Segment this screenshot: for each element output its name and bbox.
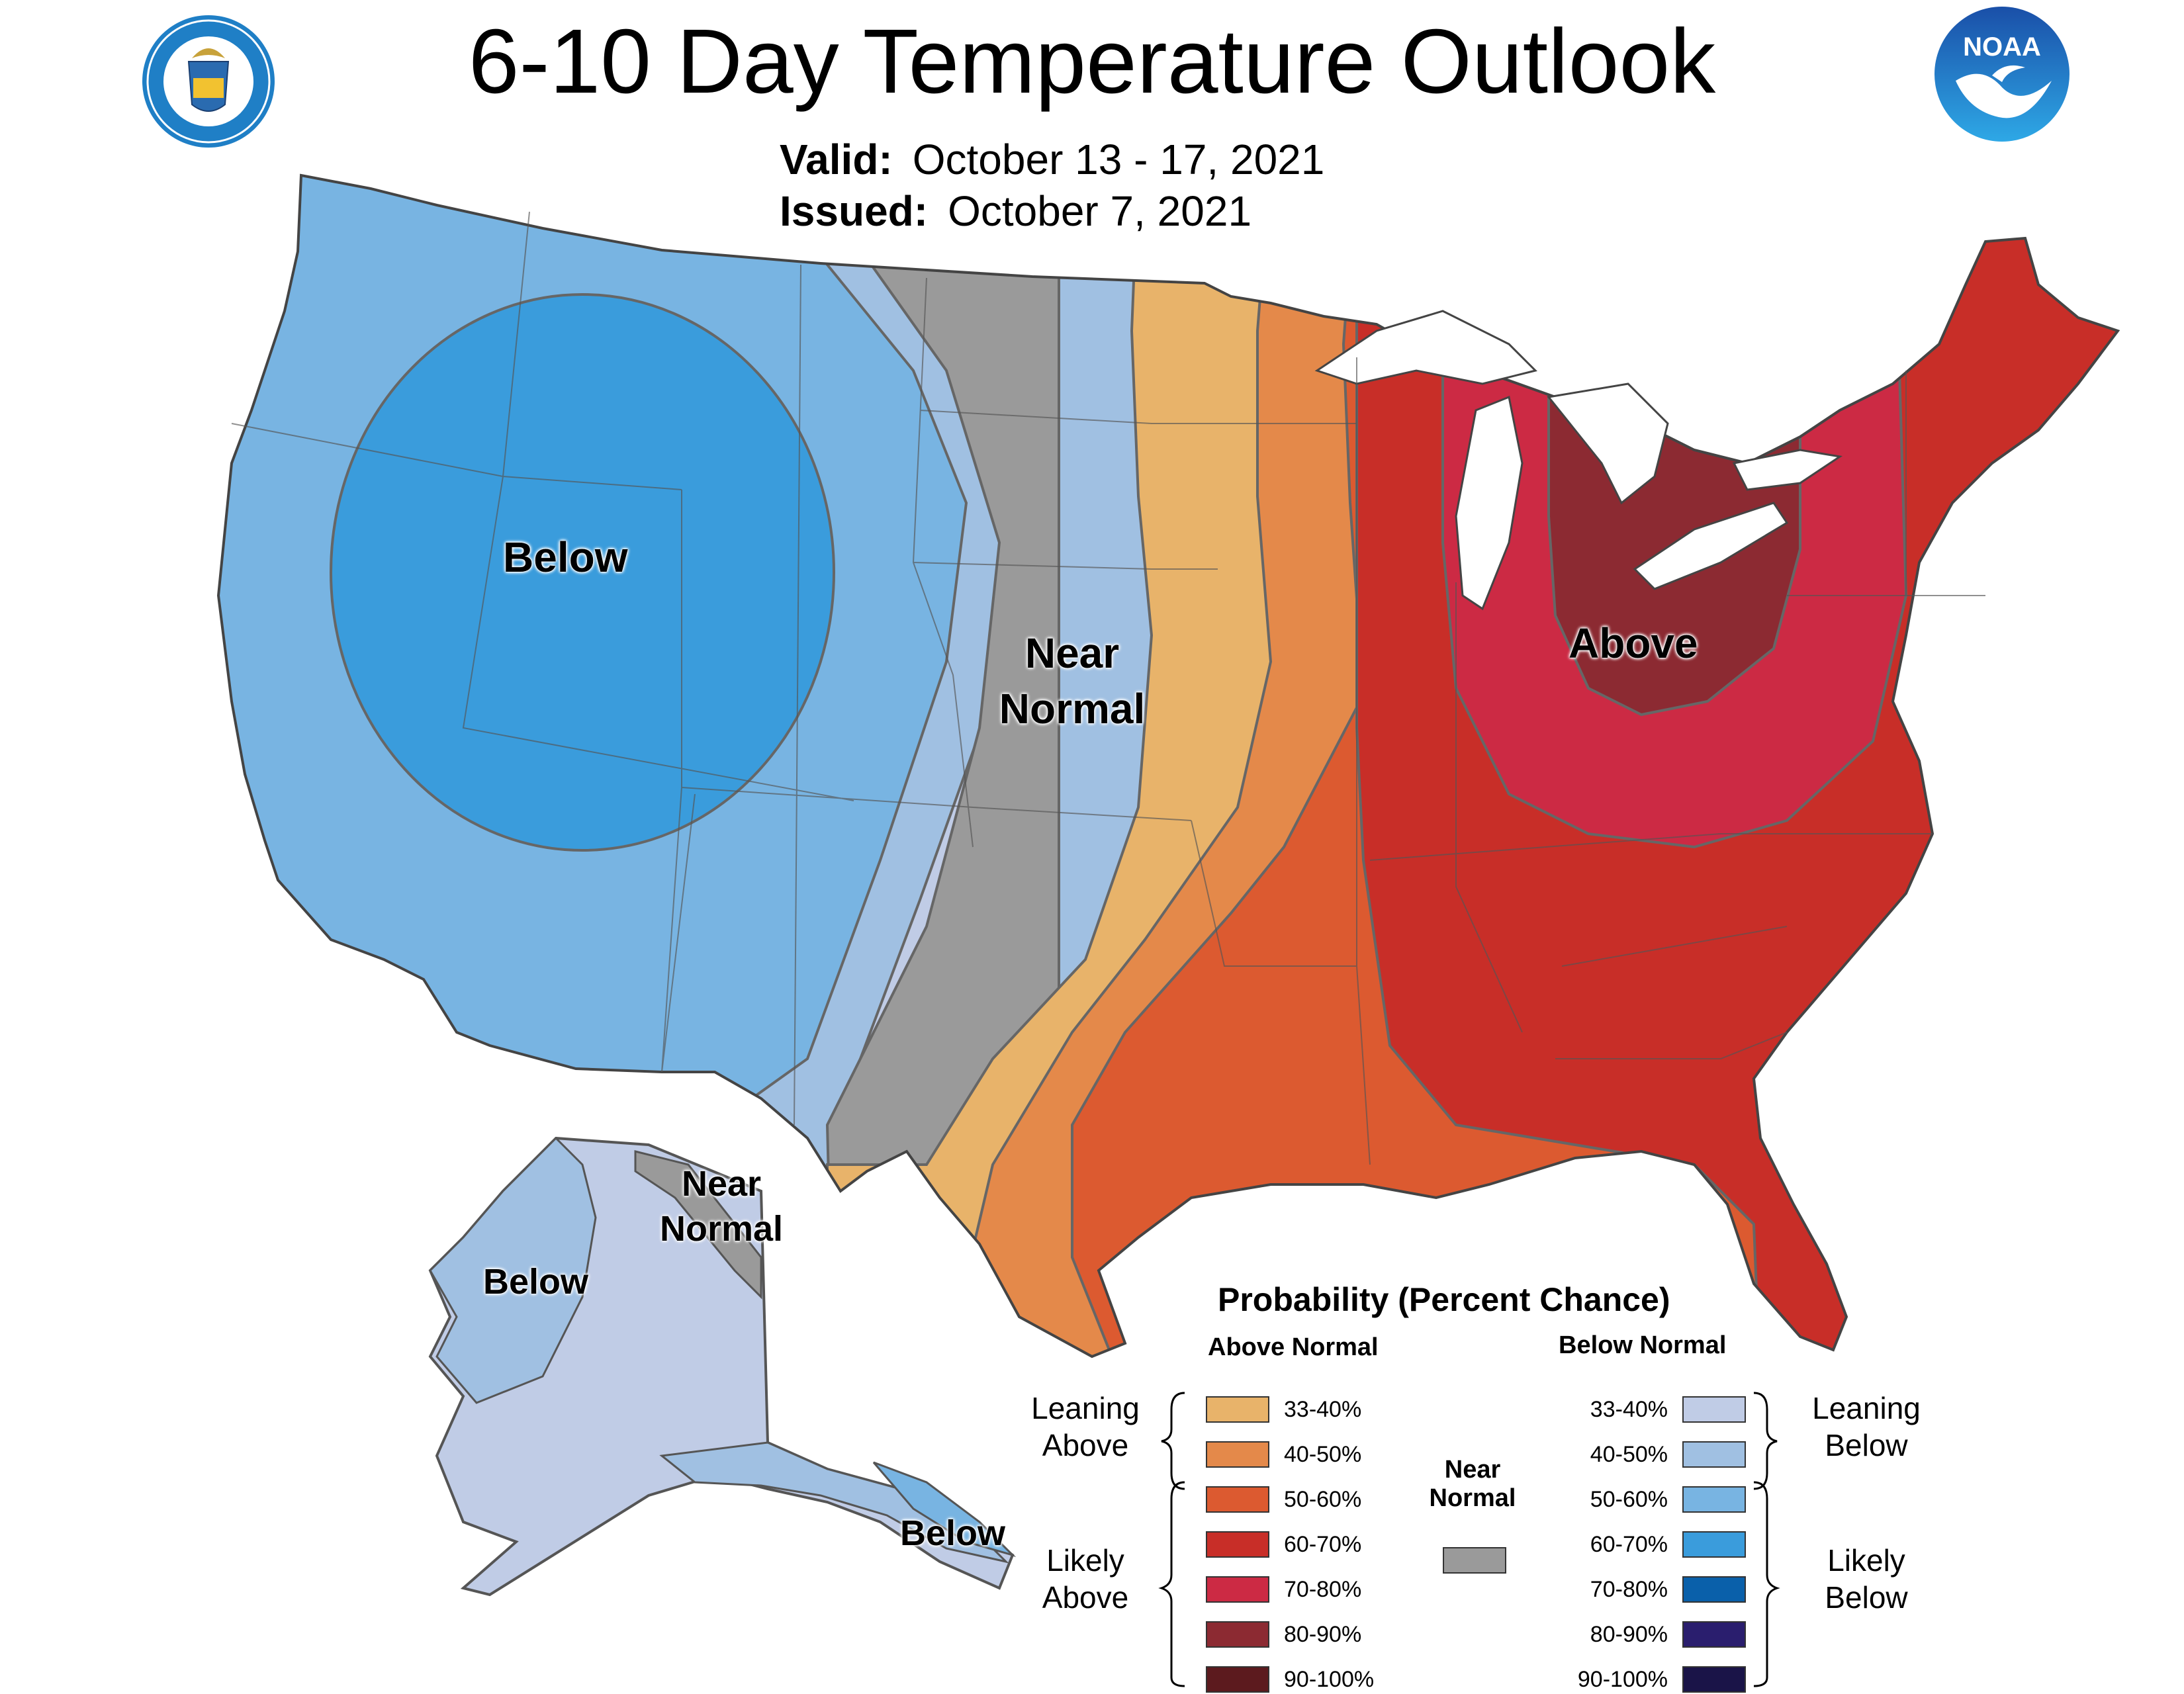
map-label-below-west: Below: [503, 533, 628, 581]
map-label-below-alaska-south: Below: [900, 1513, 1006, 1553]
legend-below-row: 80-90%: [1555, 1620, 1746, 1649]
legend-near-line1: Near: [1444, 1456, 1501, 1484]
legend-above-swatch: [1206, 1576, 1269, 1603]
page-title: 6-10 Day Temperature Outlook: [468, 11, 1716, 112]
legend-above-range: 70-80%: [1284, 1576, 1362, 1602]
legend-below-swatch: [1682, 1396, 1746, 1423]
map-label-near-normal-alaska: Near Normal: [635, 1161, 807, 1251]
valid-dates: Valid: October 13 - 17, 2021: [780, 136, 1324, 183]
leaning-above-line1: Leaning: [1031, 1391, 1140, 1425]
legend-below-swatch: [1682, 1531, 1746, 1558]
legend-above-row: 50-60%: [1206, 1485, 1361, 1514]
legend-above-row: 33-40%: [1206, 1395, 1361, 1424]
legend-near-normal-label: Near Normal: [1423, 1456, 1522, 1513]
legend-above-swatch: [1206, 1441, 1269, 1468]
legend-above-swatch: [1206, 1486, 1269, 1513]
legend-below-range: 50-60%: [1590, 1486, 1668, 1512]
legend-above-row: 40-50%: [1206, 1440, 1361, 1469]
legend-below-swatch: [1682, 1621, 1746, 1648]
legend-above-row: 70-80%: [1206, 1575, 1361, 1604]
valid-label: Valid:: [780, 136, 893, 183]
alaska: [428, 1136, 1017, 1597]
issued-label: Issued:: [780, 187, 929, 235]
near-line1: Near: [1024, 629, 1120, 677]
valid-value: October 13 - 17, 2021: [912, 136, 1325, 183]
legend-above-range: 33-40%: [1284, 1396, 1362, 1422]
legend-below-row: 70-80%: [1555, 1575, 1746, 1604]
legend-leaning-above: Leaning Above: [1013, 1390, 1158, 1464]
likely-below-line1: Likely: [1827, 1543, 1905, 1578]
legend-above-swatch: [1206, 1396, 1269, 1423]
legend-below-row: 60-70%: [1555, 1530, 1746, 1559]
near-line2: Normal: [999, 685, 1146, 733]
ak-near-line1: Near: [681, 1164, 762, 1204]
legend-below-row: 50-60%: [1555, 1485, 1746, 1514]
legend-title: Probability (Percent Chance): [1218, 1281, 1670, 1318]
legend-above-range: 60-70%: [1284, 1531, 1362, 1557]
noaa-logo: NOAA: [1934, 7, 2070, 142]
map-label-near-normal-plains: Near Normal: [979, 625, 1165, 736]
legend-likely-below: Likely Below: [1787, 1542, 1946, 1616]
legend-above-row: 80-90%: [1206, 1620, 1361, 1649]
likely-above-line2: Above: [1042, 1580, 1129, 1615]
legend-below-range: 60-70%: [1590, 1531, 1668, 1557]
legend-below-range: 80-90%: [1590, 1621, 1668, 1647]
legend-above-swatch: [1206, 1621, 1269, 1648]
legend-above-row: 60-70%: [1206, 1530, 1361, 1559]
commerce-seal-logo: [142, 15, 275, 148]
legend-below-range: 70-80%: [1590, 1576, 1668, 1602]
legend-above-swatch: [1206, 1531, 1269, 1558]
legend-leaning-below: Leaning Below: [1787, 1390, 1946, 1464]
leaning-below-line2: Below: [1825, 1428, 1908, 1462]
likely-above-line1: Likely: [1046, 1543, 1124, 1578]
map-label-above-east: Above: [1569, 619, 1698, 667]
noaa-logo-text: NOAA: [1963, 32, 2041, 62]
leaning-above-line2: Above: [1042, 1428, 1129, 1462]
ak-near-line2: Normal: [659, 1209, 784, 1249]
legend-below-header: Below Normal: [1559, 1331, 1727, 1359]
issued-value: October 7, 2021: [948, 187, 1252, 235]
legend-near-line2: Normal: [1429, 1484, 1516, 1512]
legend-below-row: 40-50%: [1555, 1440, 1746, 1469]
state-boundaries: [231, 211, 1985, 1165]
likely-below-line2: Below: [1825, 1580, 1908, 1615]
legend-below-row: 33-40%: [1555, 1395, 1746, 1424]
legend-above-range: 80-90%: [1284, 1621, 1362, 1647]
legend-above-range: 40-50%: [1284, 1441, 1362, 1467]
legend-above-header: Above Normal: [1208, 1333, 1379, 1361]
legend-below-swatch: [1682, 1576, 1746, 1603]
legend-below-range: 33-40%: [1590, 1396, 1668, 1422]
legend-above-range: 50-60%: [1284, 1486, 1362, 1512]
legend-below-swatch: [1682, 1441, 1746, 1468]
leaning-below-line1: Leaning: [1812, 1391, 1921, 1425]
map-label-below-alaska-west: Below: [483, 1262, 589, 1302]
great-lakes: [1314, 310, 1843, 611]
legend-near-normal-swatch: [1443, 1547, 1506, 1574]
legend-likely-above: Likely Above: [1013, 1542, 1158, 1616]
legend-below-range: 40-50%: [1590, 1441, 1668, 1467]
legend-below-swatch: [1682, 1486, 1746, 1513]
issued-date: Issued: October 7, 2021: [780, 187, 1251, 235]
